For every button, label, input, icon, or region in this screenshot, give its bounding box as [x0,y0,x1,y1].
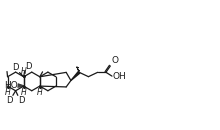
Text: D: D [13,63,19,72]
Text: H: H [5,88,11,97]
Text: H: H [37,88,43,97]
Text: D: D [25,62,31,71]
Text: O: O [111,57,118,66]
Text: HO: HO [4,81,17,90]
Text: D: D [18,96,25,105]
Polygon shape [71,72,80,80]
Text: H: H [21,88,27,97]
Text: D: D [6,96,13,105]
Text: H: H [21,67,27,76]
Text: OH: OH [113,72,126,81]
